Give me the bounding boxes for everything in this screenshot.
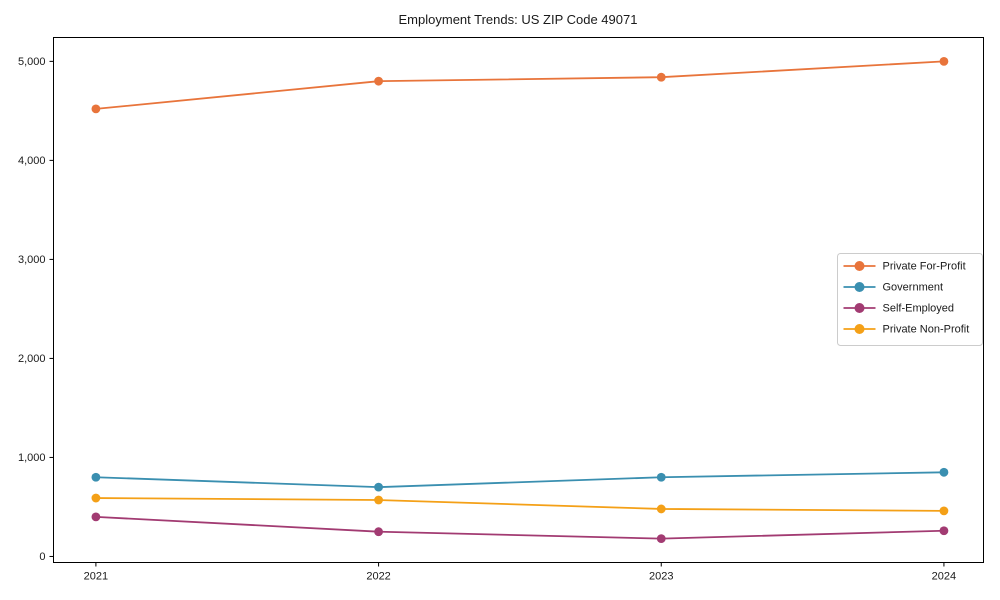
legend-marker-government bbox=[854, 282, 865, 292]
data-point-private-for-profit bbox=[939, 56, 949, 66]
y-tick-label: 0 bbox=[39, 551, 45, 563]
legend-label-private-for-profit: Private For-Profit bbox=[883, 261, 966, 273]
series-self-employed bbox=[91, 512, 949, 544]
legend-marker-private-non-profit bbox=[854, 324, 865, 334]
legend-label-private-non-profit: Private Non-Profit bbox=[883, 324, 970, 336]
x-tick-label: 2024 bbox=[932, 571, 956, 583]
x-tick-label: 2021 bbox=[84, 571, 108, 583]
legend-box bbox=[837, 253, 983, 346]
series-private-non-profit bbox=[91, 493, 949, 516]
legend: Private For-Profit Government Self-Employe… bbox=[837, 253, 983, 346]
legend-marker-self-employed bbox=[854, 303, 865, 313]
x-tick-label: 2022 bbox=[366, 571, 390, 583]
data-point-self-employed bbox=[91, 512, 101, 522]
data-point-private-non-profit bbox=[656, 504, 666, 514]
data-point-government bbox=[939, 467, 949, 477]
data-point-private-for-profit bbox=[374, 76, 383, 86]
data-point-government bbox=[374, 482, 383, 492]
x-tick-label: 2023 bbox=[649, 571, 673, 583]
data-point-self-employed bbox=[939, 526, 949, 536]
legend-label-self-employed: Self-Employed bbox=[883, 303, 955, 315]
axes-layer: 0 1,000 2,000 3,000 4,000 5,000 2021 2022 2023 20… bbox=[18, 37, 984, 583]
series-line-government bbox=[95, 471, 944, 489]
legend-entry-government: Government bbox=[843, 282, 944, 294]
data-point-government bbox=[656, 472, 666, 482]
legend-label-government: Government bbox=[883, 282, 944, 294]
data-point-self-employed bbox=[374, 527, 383, 537]
data-point-private-non-profit bbox=[374, 495, 383, 505]
series-private-for-profit bbox=[91, 56, 949, 114]
series-government bbox=[91, 467, 949, 492]
chart-title: Employment Trends: US ZIP Code 49071 bbox=[399, 12, 638, 27]
axes-frame bbox=[53, 37, 984, 563]
data-point-self-employed bbox=[656, 534, 666, 544]
series-line-self-employed bbox=[95, 515, 944, 540]
data-point-private-for-profit bbox=[91, 104, 101, 114]
data-point-private-non-profit bbox=[939, 506, 949, 516]
legend-marker-private-for-profit bbox=[854, 261, 865, 271]
data-point-private-for-profit bbox=[656, 72, 666, 82]
series-layer bbox=[91, 56, 949, 544]
y-tick-label: 1,000 bbox=[18, 452, 46, 464]
y-tick-label: 3,000 bbox=[18, 254, 46, 266]
y-tick-label: 4,000 bbox=[18, 155, 46, 167]
y-tick-label: 2,000 bbox=[18, 353, 46, 365]
data-point-private-non-profit bbox=[91, 493, 101, 503]
y-tick-label: 5,000 bbox=[18, 56, 46, 68]
legend-entry-self-employed: Self-Employed bbox=[843, 303, 955, 315]
legend-entry-private-non-profit: Private Non-Profit bbox=[843, 324, 970, 336]
series-line-private-non-profit bbox=[95, 497, 944, 512]
data-point-government bbox=[91, 472, 101, 482]
series-line-private-for-profit bbox=[95, 60, 944, 110]
legend-entry-private-for-profit: Private For-Profit bbox=[843, 261, 966, 273]
